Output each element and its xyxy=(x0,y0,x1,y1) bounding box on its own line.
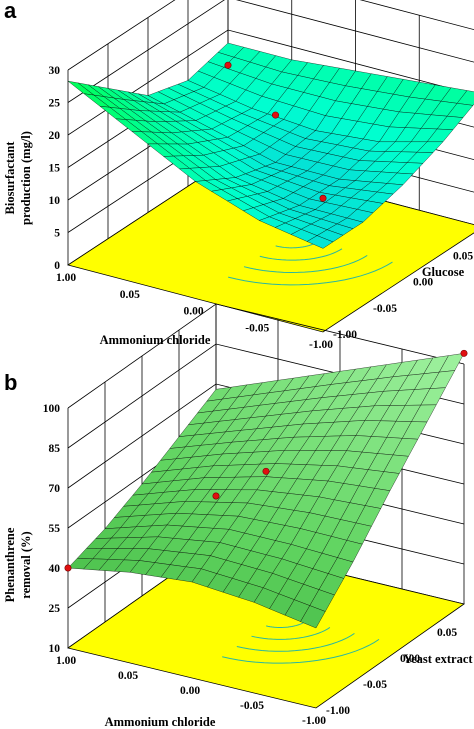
a-y-tick-label: 0.05 xyxy=(453,250,473,262)
a-floor-contour xyxy=(243,254,368,273)
b-y-tick-label: -0.05 xyxy=(363,679,387,691)
panel-b: b 10 25 40 55 70 85 100 1.00 0.05 0.00 -0.05 -1.00… xyxy=(3,303,473,729)
b-x-tick-label: 0.05 xyxy=(118,670,138,682)
b-floor-contour xyxy=(222,638,380,664)
b-z-ticks: 10 25 40 55 70 85 100 xyxy=(43,403,61,655)
b-z-tick-label: 100 xyxy=(43,403,61,415)
b-floor-contour xyxy=(251,627,331,640)
b-z-tick-label: 85 xyxy=(49,443,61,455)
a-wall-gridline xyxy=(67,0,474,103)
b-y-tick-label: 0.05 xyxy=(437,627,457,639)
b-z-tick-label: 55 xyxy=(49,523,61,535)
a-z-tick-label: 0 xyxy=(54,260,60,272)
b-design-point xyxy=(262,467,270,475)
a-x-tick-label: 0.05 xyxy=(120,289,140,301)
b-y-tick-label: 0.00 xyxy=(400,653,420,665)
b-x-ticks: 1.00 0.05 0.00 -0.05 -1.00 xyxy=(56,655,326,727)
b-y-tick-label: -1.00 xyxy=(326,705,350,717)
a-design-points xyxy=(224,61,327,202)
b-design-point xyxy=(64,564,72,572)
a-x-ticks: 1.00 0.05 0.00 -0.05 -1.00 xyxy=(56,272,333,351)
b-z-tick-label: 10 xyxy=(49,643,61,655)
a-z-ticks: 0 5 10 15 20 25 30 xyxy=(49,65,61,272)
a-x-tick-label: 0.00 xyxy=(183,306,203,318)
panel-a: a 0 5 10 15 20 25 30 1.00 0.05 0.00 -0.05 -1.00 1.… xyxy=(3,0,474,351)
b-floor-plane xyxy=(67,543,465,709)
a-y-tick-label: 0.00 xyxy=(413,277,433,289)
b-zlabel-line2: removal (%) xyxy=(19,531,33,598)
b-z-tick-label: 25 xyxy=(49,603,61,615)
b-x-tick-label: 1.00 xyxy=(56,655,76,667)
b-design-point xyxy=(460,349,468,357)
b-z-tick-label: 40 xyxy=(49,563,61,575)
b-z-tick-label: 70 xyxy=(49,483,61,495)
b-x-tick-label: 0.00 xyxy=(180,685,200,697)
a-y-tick-label: -0.05 xyxy=(373,303,397,315)
b-floor xyxy=(67,543,465,709)
a-zlabel-line2: production (mg/l) xyxy=(19,131,33,225)
b-ylabel: Yeast extract xyxy=(403,652,473,666)
a-design-point xyxy=(319,194,327,202)
b-surface-cell xyxy=(300,605,326,629)
panel-letter-b: b xyxy=(4,370,17,395)
b-floor-contour xyxy=(236,632,355,652)
b-floor-contour xyxy=(266,621,306,628)
a-x-tick-label: -1.00 xyxy=(309,339,333,351)
b-y-ticks: 1.000.050.00-0.05-1.00 xyxy=(326,627,457,717)
panel-letter-a: a xyxy=(4,0,17,23)
b-zlabel-line1: Phenanthrene xyxy=(3,527,17,602)
b-x-tick-label: -0.05 xyxy=(240,700,264,712)
a-zlabel-line1: Biosurfactant xyxy=(3,141,17,215)
a-surface-cell xyxy=(306,235,334,249)
a-z-tick-label: 30 xyxy=(49,65,61,77)
a-x-tick-label: -0.05 xyxy=(245,322,269,334)
b-x-tick-label: -1.00 xyxy=(302,715,326,727)
a-x-tick-label: 1.00 xyxy=(56,272,76,284)
a-wall-gridline xyxy=(67,0,474,71)
b-design-point xyxy=(212,492,220,500)
a-design-point xyxy=(224,61,232,69)
a-z-tick-label: 5 xyxy=(54,228,60,240)
b-xlabel: Ammonium chloride xyxy=(105,715,216,729)
a-design-point xyxy=(271,111,279,119)
a-z-tick-label: 20 xyxy=(49,130,61,142)
a-floor-contour xyxy=(259,248,343,261)
a-y-ticks: 1.000.050.00-0.05-1.00 xyxy=(333,250,473,341)
b-design-points xyxy=(64,349,468,572)
a-z-tick-label: 10 xyxy=(49,195,61,207)
a-floor-contour xyxy=(228,261,393,286)
a-floor-contour xyxy=(275,241,318,249)
a-z-tick-label: 25 xyxy=(49,98,61,110)
b-surface xyxy=(67,352,465,629)
a-z-tick-label: 15 xyxy=(49,163,61,175)
a-ylabel: Glucose xyxy=(422,265,465,279)
a-xlabel: Ammonium chloride xyxy=(100,333,211,347)
a-surface xyxy=(67,42,474,249)
